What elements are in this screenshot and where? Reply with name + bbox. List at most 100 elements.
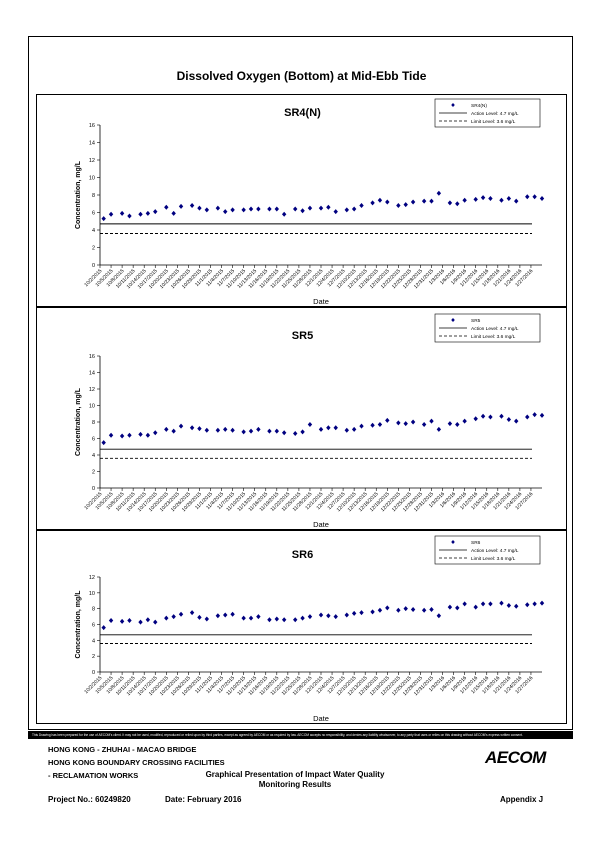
data-point bbox=[447, 604, 453, 610]
data-point bbox=[230, 427, 235, 433]
footer-appendix: Appendix J bbox=[500, 795, 544, 804]
data-point bbox=[267, 617, 272, 623]
data-point bbox=[385, 417, 390, 423]
data-point bbox=[138, 619, 143, 625]
data-point bbox=[108, 618, 114, 624]
y-tick-label: 2 bbox=[92, 654, 95, 660]
data-point bbox=[215, 205, 221, 211]
data-point bbox=[101, 440, 106, 446]
data-point bbox=[248, 428, 254, 434]
data-point bbox=[204, 616, 210, 622]
data-point bbox=[499, 197, 504, 203]
data-point bbox=[204, 427, 210, 433]
data-point bbox=[178, 611, 184, 617]
data-point bbox=[281, 211, 287, 217]
data-point bbox=[248, 206, 254, 212]
data-point bbox=[532, 194, 537, 200]
data-point bbox=[488, 601, 493, 607]
data-point bbox=[178, 203, 184, 209]
data-point bbox=[215, 427, 221, 433]
x-axis-label: Date bbox=[313, 520, 329, 529]
data-point bbox=[267, 428, 272, 434]
data-point bbox=[447, 421, 453, 427]
y-tick-label: 6 bbox=[92, 211, 95, 217]
data-point bbox=[153, 619, 158, 625]
data-point bbox=[506, 196, 512, 201]
y-tick-label: 16 bbox=[89, 123, 95, 129]
y-tick-label: 8 bbox=[92, 420, 95, 426]
drawing-frame: Dissolved Oxygen (Bottom) at Mid-Ebb Tid… bbox=[28, 36, 573, 730]
disclaimer-bar: This Drawing has been prepared for the u… bbox=[28, 731, 573, 739]
y-axis-label: Concentration, mg/L bbox=[75, 590, 82, 659]
y-tick-label: 2 bbox=[92, 470, 95, 476]
page-title: Dissolved Oxygen (Bottom) at Mid-Ebb Tid… bbox=[176, 69, 427, 83]
data-point bbox=[499, 413, 504, 419]
legend-label: Limit Level: 3.6 mg/L bbox=[471, 119, 516, 125]
data-point bbox=[318, 205, 324, 211]
legend-label: Limit Level: 3.6 mg/L bbox=[471, 334, 516, 340]
data-point bbox=[119, 210, 125, 216]
data-point bbox=[539, 196, 545, 201]
y-tick-label: 14 bbox=[89, 371, 95, 377]
data-point bbox=[197, 614, 202, 620]
data-point bbox=[274, 616, 279, 622]
data-point bbox=[326, 613, 331, 619]
y-tick-label: 0 bbox=[92, 670, 95, 676]
data-point bbox=[138, 211, 143, 217]
data-point bbox=[281, 430, 287, 436]
data-point bbox=[436, 426, 442, 432]
chart-title: SR4(N) bbox=[284, 107, 321, 119]
data-point bbox=[410, 419, 416, 425]
legend-label: SR4(N) bbox=[471, 103, 487, 109]
data-point bbox=[333, 425, 338, 431]
data-point bbox=[532, 601, 537, 607]
data-point bbox=[410, 606, 416, 612]
data-point bbox=[480, 601, 486, 607]
y-tick-label: 4 bbox=[92, 228, 95, 234]
data-point bbox=[532, 412, 537, 418]
data-point bbox=[307, 205, 313, 211]
data-point bbox=[197, 426, 202, 432]
data-point bbox=[101, 625, 106, 631]
data-point bbox=[506, 603, 512, 608]
data-point bbox=[525, 414, 530, 420]
data-point bbox=[539, 600, 545, 606]
chart-panel-sr4n: SR4(N) 0 2 4 6 8 10 12 14 16 Concentration, mg/L 10… bbox=[36, 94, 567, 307]
data-point bbox=[119, 618, 125, 624]
data-point bbox=[248, 615, 254, 621]
legend-label: Limit Level: 3.6 mg/L bbox=[471, 556, 516, 562]
data-point bbox=[274, 428, 279, 434]
data-point bbox=[171, 210, 176, 216]
data-point bbox=[370, 200, 375, 206]
data-point bbox=[421, 421, 427, 427]
data-point bbox=[178, 423, 184, 429]
data-point bbox=[300, 429, 305, 435]
data-point bbox=[300, 208, 305, 214]
data-point bbox=[514, 198, 519, 204]
data-point bbox=[300, 615, 305, 621]
data-point bbox=[370, 422, 375, 428]
data-point bbox=[256, 614, 261, 620]
data-point bbox=[223, 612, 228, 618]
data-point bbox=[127, 213, 132, 219]
footer-drawing-title: Graphical Presentation of Impact Water Q… bbox=[200, 770, 390, 790]
footer-title-line1: Graphical Presentation of Impact Water Q… bbox=[205, 770, 385, 779]
chart-title: SR6 bbox=[292, 549, 313, 561]
y-tick-label: 0 bbox=[92, 486, 95, 492]
data-point bbox=[307, 614, 313, 620]
data-point bbox=[256, 206, 261, 212]
data-point bbox=[514, 603, 519, 609]
data-point bbox=[480, 195, 486, 201]
footer-date: Date: February 2016 bbox=[165, 795, 242, 804]
data-point bbox=[344, 427, 349, 433]
data-point bbox=[293, 206, 298, 212]
chart-panel-sr5: SR5 0 2 4 6 8 10 12 14 16 Concentration, mg/L 10/2/… bbox=[36, 307, 567, 530]
data-point bbox=[119, 433, 125, 439]
footer-project-line1: HONG KONG - ZHUHAI - MACAO BRIDGE bbox=[48, 745, 197, 754]
y-tick-label: 0 bbox=[92, 263, 95, 269]
data-point bbox=[429, 418, 434, 424]
data-point bbox=[153, 430, 158, 436]
data-point bbox=[274, 206, 279, 212]
